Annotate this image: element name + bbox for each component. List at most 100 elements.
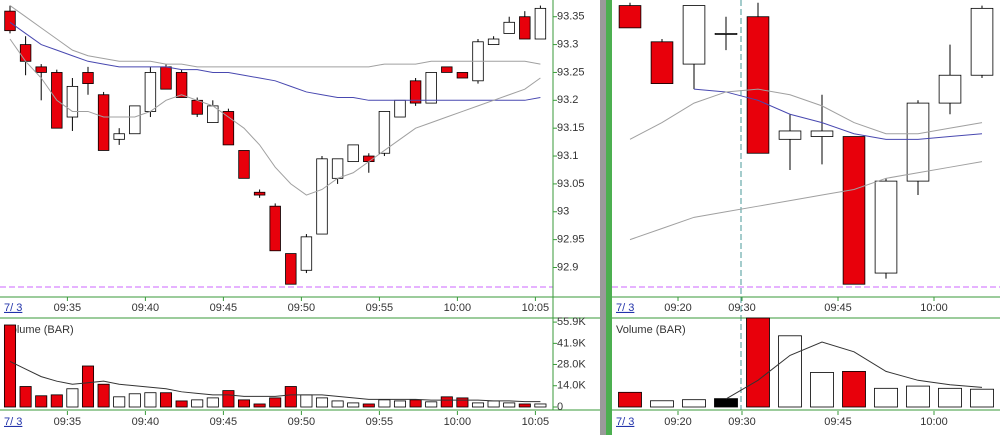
volume-bar (970, 388, 994, 408)
candle-body (874, 180, 898, 274)
candle-body (503, 21, 515, 34)
x-tick-label: 09:50 (288, 416, 316, 428)
candle-body (456, 72, 469, 79)
candle-body (970, 7, 994, 76)
candle-body (378, 111, 391, 154)
candle-body (316, 158, 328, 235)
candle-body (778, 130, 802, 140)
indicator-line (9, 360, 541, 403)
x-tick-label: 10:00 (920, 302, 948, 314)
x-tick-label: 09:45 (210, 302, 238, 314)
candle-body (618, 5, 642, 29)
volume-bar (425, 401, 438, 408)
volume-bar (682, 399, 706, 408)
candle-body (394, 99, 406, 118)
candle-body (487, 38, 500, 45)
x-tick-label: 10:00 (920, 416, 948, 428)
date-label: 7/ 3 (616, 302, 634, 314)
volume-bar (159, 392, 173, 408)
indicator-line (725, 341, 983, 400)
y-tick-label: 93.25 (557, 66, 585, 78)
panel-label: Volume (BAR) (4, 324, 74, 336)
x-tick-label: 09:40 (132, 302, 160, 314)
candle-body (842, 136, 866, 285)
candle-body (441, 66, 453, 73)
volume-bar (113, 396, 126, 408)
date-label: 7/ 3 (4, 416, 22, 428)
y-tick-label: 93 (557, 206, 569, 218)
x-tick-label: 09:55 (366, 302, 394, 314)
candle-body (82, 72, 94, 84)
x-tick-label: 09:45 (824, 302, 852, 314)
y-tick-label: 55.9K (557, 316, 586, 328)
volume-bar (66, 388, 79, 408)
candle-body (4, 10, 16, 32)
volume-bar (810, 372, 834, 408)
volume-bar (19, 386, 32, 408)
volume-bar (222, 390, 235, 408)
volume-bar (128, 393, 141, 408)
candle-body (97, 94, 110, 151)
candle-body (650, 41, 674, 84)
candle-body (906, 102, 930, 182)
volume-bar (191, 399, 204, 408)
candle-body (682, 5, 706, 65)
candle-body (331, 158, 344, 179)
candle-body (409, 80, 422, 104)
panel-label: Volume (BAR) (616, 324, 686, 336)
x-tick-label: 09:45 (824, 416, 852, 428)
candle-body (222, 111, 235, 146)
candle-body (175, 72, 188, 98)
volume-bar (938, 387, 962, 408)
candle-body (746, 16, 770, 154)
volume-bar (144, 392, 157, 408)
y-tick-label: 93.35 (557, 11, 585, 23)
candle-body (129, 105, 141, 135)
y-tick-label: 93.05 (557, 178, 585, 190)
y-tick-label: 93.15 (557, 122, 585, 134)
x-tick-label: 09:20 (664, 302, 692, 314)
y-tick-label: 93.3 (557, 38, 578, 50)
x-tick-label: 09:45 (210, 416, 238, 428)
indicator-line (9, 21, 541, 101)
date-label: 7/ 3 (4, 302, 22, 314)
volume-bar (175, 400, 188, 408)
splitter[interactable] (600, 0, 606, 435)
x-tick-label: 09:20 (664, 416, 692, 428)
volume-bar (206, 397, 219, 408)
volume-bar (906, 385, 930, 408)
volume-bar (35, 395, 48, 408)
candle-body (425, 72, 437, 104)
candle-body (35, 66, 47, 73)
volume-bar (778, 335, 802, 408)
candle-body (714, 33, 738, 35)
y-tick-label: 92.9 (557, 261, 578, 273)
volume-bar (97, 383, 110, 408)
candle-body (269, 205, 281, 252)
indicator-line (629, 161, 983, 241)
y-tick-label: 92.95 (557, 234, 585, 246)
volume-bar (650, 400, 674, 408)
candle-body (347, 144, 359, 163)
candle-body (519, 16, 531, 40)
candle-body (66, 85, 79, 118)
volume-bar (456, 397, 469, 408)
volume-bar (362, 403, 375, 408)
candle-body (810, 130, 834, 137)
indicator-line (9, 38, 541, 196)
volume-bar (714, 398, 738, 408)
volume-bar (618, 391, 642, 408)
candle-body (238, 150, 250, 179)
volume-bar (50, 394, 63, 408)
x-tick-label: 09:40 (132, 416, 160, 428)
volume-bar (300, 394, 313, 408)
volume-bar (269, 397, 282, 408)
y-tick-label: 14.0K (557, 380, 586, 392)
volume-bar (81, 365, 95, 408)
volume-bar (874, 387, 898, 408)
y-tick-label: 28.0K (557, 358, 586, 370)
indicator-line (9, 5, 541, 68)
volume-bar (842, 370, 866, 408)
volume-bar (471, 402, 485, 408)
date-label: 7/ 3 (616, 416, 634, 428)
